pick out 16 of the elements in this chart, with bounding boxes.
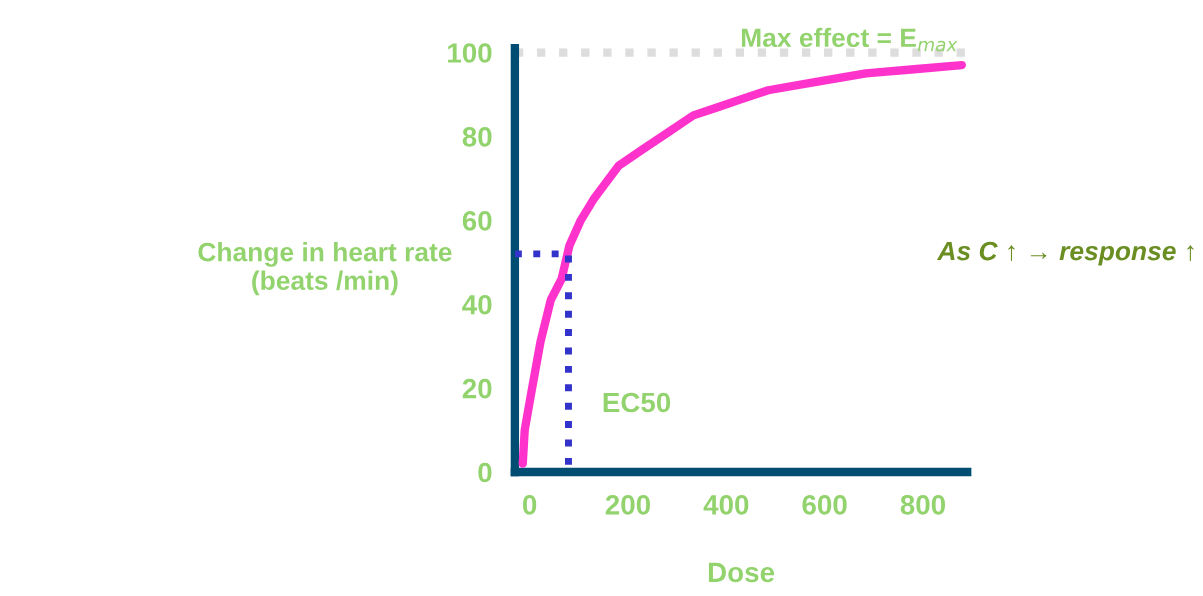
y-tick-label: 20: [462, 378, 492, 399]
y-axis-title: Change in heart rate (beats /min): [198, 242, 452, 296]
y-tick-label: 100: [448, 43, 492, 63]
x-tick-label: 200: [605, 494, 650, 515]
x-tick-label: 800: [900, 494, 945, 515]
ref-line-label: Max effect = E$_{max}$: [741, 27, 958, 52]
y-tick-label: 80: [462, 127, 492, 147]
annotation: EC50: [603, 392, 671, 413]
x-tick-label: 0: [523, 494, 537, 515]
x-axis-title: Dose: [708, 562, 775, 583]
annotation: As C ↑ → response ↑: [936, 241, 1194, 266]
x-tick-label: 600: [802, 494, 847, 515]
x-tick-label: 400: [703, 494, 749, 515]
y-tick-label: 60: [462, 210, 492, 231]
y-tick-label: 0: [478, 462, 492, 483]
y-tick-label: 40: [462, 294, 492, 315]
